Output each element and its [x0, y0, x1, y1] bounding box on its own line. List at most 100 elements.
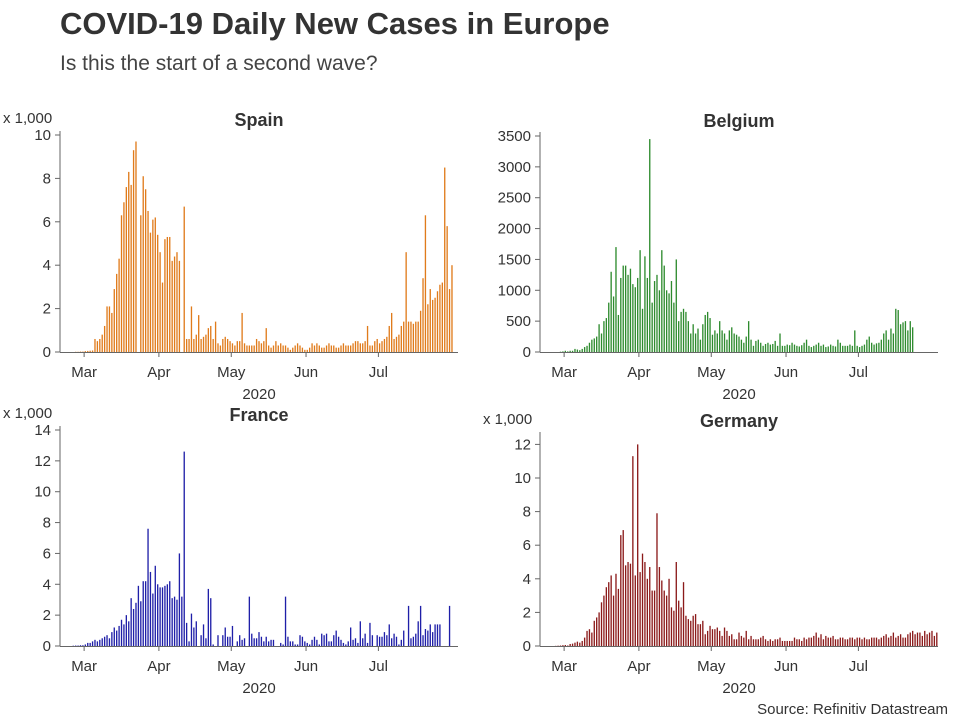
- bar: [714, 330, 716, 352]
- bar: [622, 530, 624, 646]
- bar: [321, 633, 323, 646]
- bar: [670, 607, 673, 646]
- bar: [354, 341, 357, 352]
- bar: [656, 513, 658, 646]
- bar: [318, 345, 320, 352]
- x-axis-title: 2020: [722, 680, 755, 697]
- bar: [673, 610, 675, 646]
- bar: [125, 615, 127, 646]
- bar: [178, 553, 181, 646]
- bar: [774, 639, 776, 646]
- bar: [270, 639, 272, 646]
- bar: [330, 345, 333, 352]
- bar: [106, 635, 108, 646]
- bar: [118, 625, 120, 646]
- y-tick-label: 0: [43, 638, 51, 655]
- bar: [883, 635, 885, 646]
- bar: [596, 617, 598, 646]
- bar: [328, 641, 330, 646]
- bar: [434, 297, 436, 352]
- bar: [796, 345, 798, 352]
- bar: [347, 641, 349, 646]
- y-tick-label: 10: [34, 484, 51, 501]
- bar: [159, 252, 161, 352]
- bar: [253, 638, 255, 646]
- bar: [653, 281, 656, 352]
- bar: [629, 268, 632, 352]
- bar: [263, 341, 265, 352]
- bar: [84, 351, 86, 352]
- y-tick-label: 2: [43, 301, 51, 318]
- bar: [883, 333, 885, 352]
- bar: [723, 627, 726, 646]
- bar: [897, 310, 899, 352]
- bar: [769, 344, 772, 352]
- bar: [193, 627, 195, 646]
- bar: [214, 321, 217, 352]
- bar: [157, 234, 159, 352]
- panel-title: Spain: [234, 110, 283, 130]
- bar: [564, 350, 566, 352]
- bar: [687, 321, 690, 352]
- bar: [665, 595, 668, 646]
- bar: [747, 639, 750, 646]
- bar: [810, 347, 813, 352]
- x-tick-label: Jun: [294, 658, 318, 675]
- unit-label: x 1,000: [3, 405, 52, 422]
- bar: [567, 351, 569, 352]
- bar: [651, 590, 653, 646]
- bar: [639, 250, 641, 352]
- bar: [887, 339, 890, 352]
- bar: [369, 345, 371, 352]
- bar: [318, 644, 320, 646]
- x-axis-title: 2020: [242, 680, 275, 697]
- bar: [675, 562, 677, 646]
- bar: [856, 345, 858, 352]
- bar: [267, 641, 270, 646]
- bar: [282, 644, 284, 646]
- bar: [84, 644, 86, 646]
- bar: [427, 304, 429, 352]
- bar: [333, 635, 335, 646]
- bar: [128, 621, 130, 646]
- bar: [398, 334, 400, 352]
- bar: [99, 639, 101, 646]
- panel-title: Germany: [700, 411, 778, 431]
- bar: [137, 585, 140, 646]
- bar: [813, 635, 815, 646]
- bar: [243, 638, 246, 646]
- bar: [147, 528, 149, 646]
- bar: [87, 350, 89, 352]
- bar: [205, 638, 207, 646]
- bar: [639, 572, 641, 646]
- bar: [656, 274, 658, 352]
- y-tick-label: 0: [523, 638, 531, 655]
- y-tick-label: 6: [523, 537, 531, 554]
- bar: [236, 341, 238, 352]
- bar: [733, 333, 735, 352]
- bar: [400, 325, 402, 352]
- x-tick-label: Jul: [369, 364, 388, 381]
- bar: [116, 273, 118, 352]
- bar: [755, 639, 757, 646]
- bar: [116, 630, 118, 646]
- bar: [393, 633, 395, 646]
- bar: [856, 637, 858, 646]
- bar: [287, 636, 289, 646]
- x-tick-label: Mar: [551, 658, 577, 675]
- bar: [229, 341, 231, 352]
- bar: [576, 349, 579, 352]
- bar: [697, 328, 699, 352]
- bar: [892, 333, 895, 352]
- bar: [159, 587, 161, 646]
- bar: [347, 345, 349, 352]
- bar: [410, 638, 412, 646]
- bar: [195, 334, 197, 352]
- bar: [190, 306, 193, 352]
- bar: [224, 627, 226, 646]
- bar: [781, 640, 784, 646]
- bar: [612, 595, 615, 646]
- bar: [333, 345, 335, 352]
- bar: [415, 633, 417, 646]
- bar: [702, 620, 704, 646]
